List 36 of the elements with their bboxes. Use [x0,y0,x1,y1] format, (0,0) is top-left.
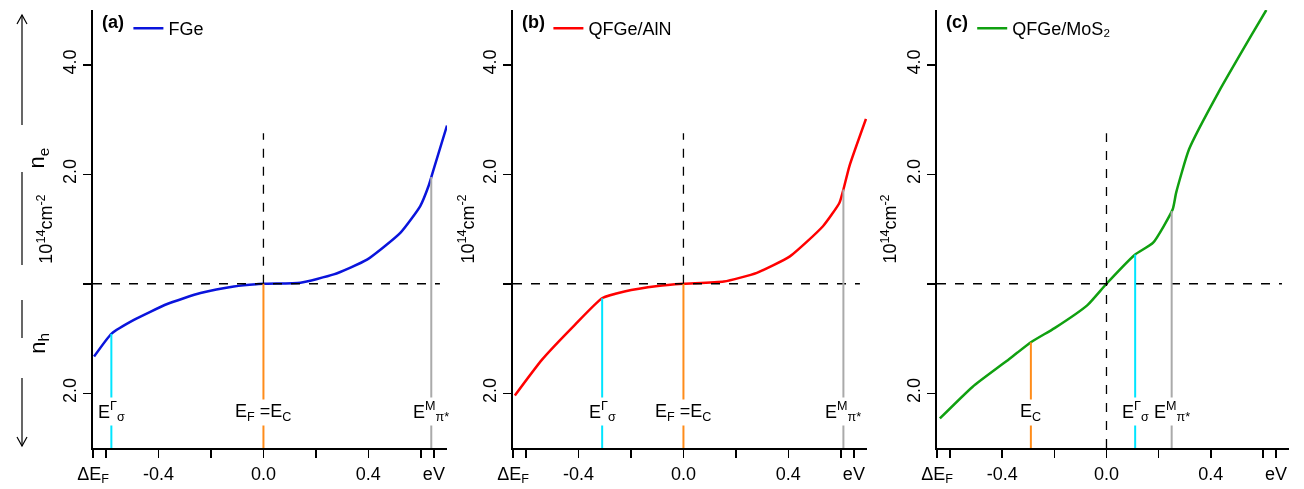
x-tick-label: -0.4 [986,463,1018,484]
x-tick-label: eV [422,463,445,484]
x-tick-label: 0.0 [1093,463,1119,484]
chart-title: (b) [522,12,545,32]
x-tick-label: eV [842,463,865,484]
y-tick-label: 4.0 [479,49,500,75]
legend-label: QFGe/MoS₂ [1012,19,1111,40]
line-series [93,124,447,358]
chart-title: (a) [102,12,124,32]
legend-label: QFGe/AlN [588,19,672,40]
x-tick-label: ΔE$_{F}$ [921,463,954,487]
x-tick-label: 0.4 [775,463,801,484]
y-tick-label: 2.0 [59,159,80,185]
x-tick-label: 0.0 [250,463,276,484]
x-tick-label: -0.4 [143,463,175,484]
legend-label: FGe [168,19,204,40]
x-tick-label: eV [1264,463,1287,484]
y-tick-label: 2.0 [903,159,924,185]
y-tick-label: 4.0 [59,49,80,75]
y-tick-label: 2.0 [479,159,500,185]
ref-line-label: E$_{F}$ =E$_{C}$ [235,401,292,424]
x-tick-label: ΔE$_{F}$ [77,463,110,487]
x-tick-label: 0.4 [355,463,381,484]
chart-title: (c) [946,12,968,32]
x-tick-label: -0.4 [563,463,595,484]
y-tick-label: 4.0 [903,49,924,75]
x-tick-label: 0.0 [670,463,696,484]
ref-line-label: E$_{F}$ =E$_{C}$ [655,401,712,424]
line-series [513,117,867,397]
x-tick-label: ΔE$_{F}$ [497,463,530,487]
y-tick-label: 2.0 [479,378,500,404]
y-tick-label: 2.0 [903,378,924,404]
ref-line-label: E$_{C}$ [1020,401,1042,424]
x-tick-label: 0.4 [1198,463,1224,484]
line-series [938,10,1268,420]
y-tick-label: 2.0 [59,378,80,404]
